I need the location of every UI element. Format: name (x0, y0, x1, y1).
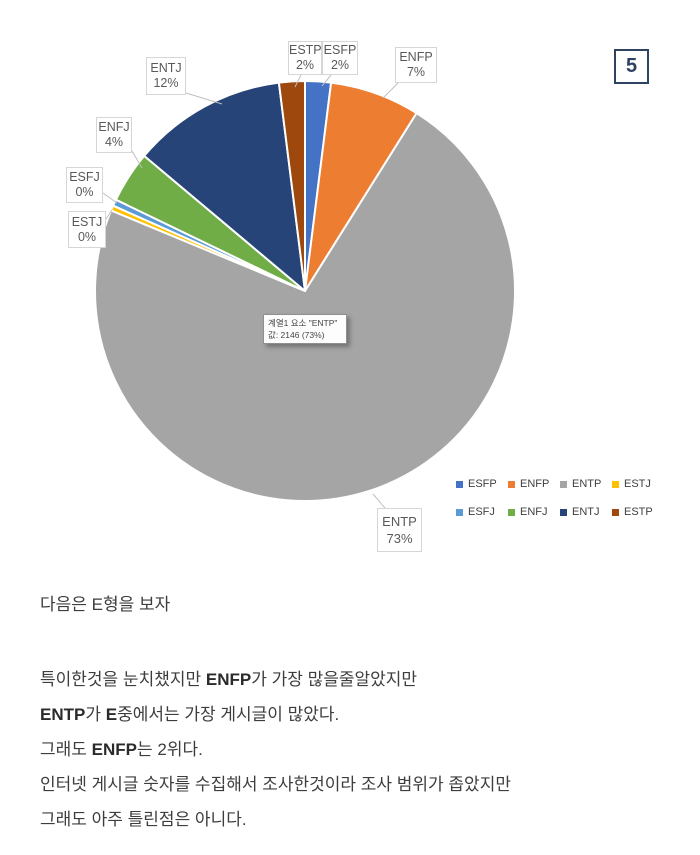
pie-chart-area: ESTP 2% ESFP 2% ENFP 7% ENTJ 12% ENFJ 4%… (66, 41, 664, 552)
pie-label-esfp: ESFP 2% (322, 41, 358, 75)
legend-item-entp: ENTP (560, 478, 612, 490)
label-leader-line (105, 209, 113, 220)
legend-item-estp: ESTP (612, 506, 664, 518)
legend-swatch-icon (508, 508, 515, 516)
pie-label-name: ESFJ (69, 170, 100, 184)
pie-label-estj: ESTJ 0% (68, 211, 106, 248)
legend-item-entj: ENTJ (560, 506, 612, 518)
body-text-segment: 가 가장 많을줄알았지만 (251, 670, 418, 689)
label-leader-line (321, 74, 332, 87)
label-leader-line (131, 150, 143, 169)
pie-label-esfj: ESFJ 0% (66, 167, 103, 203)
body-bold-segment: E (105, 705, 118, 724)
legend-item-estj: ESTJ (612, 478, 664, 490)
legend-label: ESTP (624, 506, 653, 518)
pie-chart (94, 74, 516, 509)
pie-label-name: ENFJ (98, 120, 130, 134)
legend-label: ENTJ (572, 506, 600, 518)
pie-slice-entj (143, 81, 306, 292)
body-text-segment: 중에서는 가장 게시글이 많았다. (117, 705, 340, 724)
pie-label-entj: ENTJ 12% (146, 57, 186, 95)
pie-label-name: ESTJ (71, 214, 103, 229)
pie-slice-entp (94, 112, 516, 502)
legend-label: ESFP (468, 478, 497, 490)
legend-swatch-icon (508, 480, 515, 488)
body-text-segment: 가 (85, 705, 106, 724)
body-text-segment: 특이한것을 눈치챘지만 (40, 670, 206, 689)
pie-label-estp: ESTP 2% (288, 41, 322, 75)
label-leader-line (372, 493, 386, 509)
body-text-segment: 그래도 (40, 740, 92, 759)
legend-label: ENFJ (520, 506, 548, 518)
tooltip-series-line: 계열1 요소 "ENTP" (268, 318, 338, 328)
legend-label: ENTP (572, 478, 602, 490)
body-line-2: 특이한것을 눈치챘지만 ENFP가 가장 많을줄알았지만 (40, 662, 511, 697)
chart-legend: ESFP ENFP ENTP ESTJ ESFJ ENFJ ENTJ ESTP (456, 478, 664, 518)
pie-label-entp: ENTP 73% (377, 508, 422, 552)
pie-label-enfj: ENFJ 4% (96, 117, 132, 153)
pie-label-name: ENFP (399, 50, 433, 64)
chart-tooltip: 계열1 요소 "ENTP" 값: 2146 (73%) (263, 314, 347, 344)
pie-label-pct: 73% (386, 531, 413, 546)
body-bold-segment: ENFP (91, 740, 137, 759)
body-line-3: ENTP가 E중에서는 가장 게시글이 많았다. (40, 697, 511, 732)
pie-label-pct: 2% (295, 58, 315, 72)
legend-swatch-icon (612, 480, 619, 488)
body-bold-segment: ENTP (40, 705, 86, 724)
body-line-4: 그래도 ENFP는 2위다. (40, 732, 511, 767)
legend-item-enfj: ENFJ (508, 506, 560, 518)
legend-swatch-icon (456, 480, 463, 488)
body-text-segment: 는 2위다. (137, 740, 203, 759)
body-paragraph: 특이한것을 눈치챘지만 ENFP가 가장 많을줄알았지만 ENTP가 E중에서는… (40, 662, 511, 837)
label-leader-line (382, 82, 399, 99)
body-line-intro: 다음은 E형을 보자 (40, 595, 171, 614)
label-leader-line (185, 92, 223, 105)
body-line-5: 인터넷 게시글 숫자를 수집해서 조사한것이라 조사 범위가 좁았지만 (40, 775, 511, 794)
legend-item-esfp: ESFP (456, 478, 508, 490)
pie-label-pct: 0% (75, 185, 94, 199)
legend-swatch-icon (560, 480, 567, 488)
pie-label-pct: 2% (330, 58, 350, 72)
pie-label-name: ESFP (323, 43, 357, 57)
pie-slice-estp (277, 79, 306, 292)
label-leader-line (294, 74, 302, 88)
legend-item-enfp: ENFP (508, 478, 560, 490)
pie-label-enfp: ENFP 7% (395, 47, 437, 83)
legend-label: ENFP (520, 478, 550, 490)
body-line-6: 그래도 아주 틀린점은 아니다. (40, 810, 247, 829)
legend-label: ESTJ (624, 478, 651, 490)
pie-label-pct: 4% (104, 135, 124, 149)
label-leader-line (102, 192, 118, 204)
pie-label-name: ENTP (382, 514, 417, 529)
legend-swatch-icon (612, 508, 619, 516)
pie-label-name: ESTP (289, 43, 322, 57)
legend-swatch-icon (456, 508, 463, 516)
pie-label-name: ENTJ (150, 61, 182, 75)
image-number-badge: 5 (614, 49, 649, 84)
body-bold-segment: ENFP (205, 670, 252, 689)
pie-label-pct: 12% (153, 76, 179, 90)
pie-label-pct: 7% (406, 65, 426, 79)
legend-label: ESFJ (468, 506, 495, 518)
tooltip-value-line: 값: 2146 (73%) (268, 330, 325, 340)
legend-item-esfj: ESFJ (456, 506, 508, 518)
pie-label-pct: 0% (77, 229, 97, 244)
legend-swatch-icon (560, 508, 567, 516)
